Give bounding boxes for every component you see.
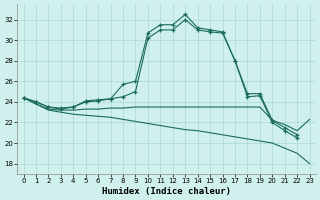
X-axis label: Humidex (Indice chaleur): Humidex (Indice chaleur): [102, 187, 231, 196]
